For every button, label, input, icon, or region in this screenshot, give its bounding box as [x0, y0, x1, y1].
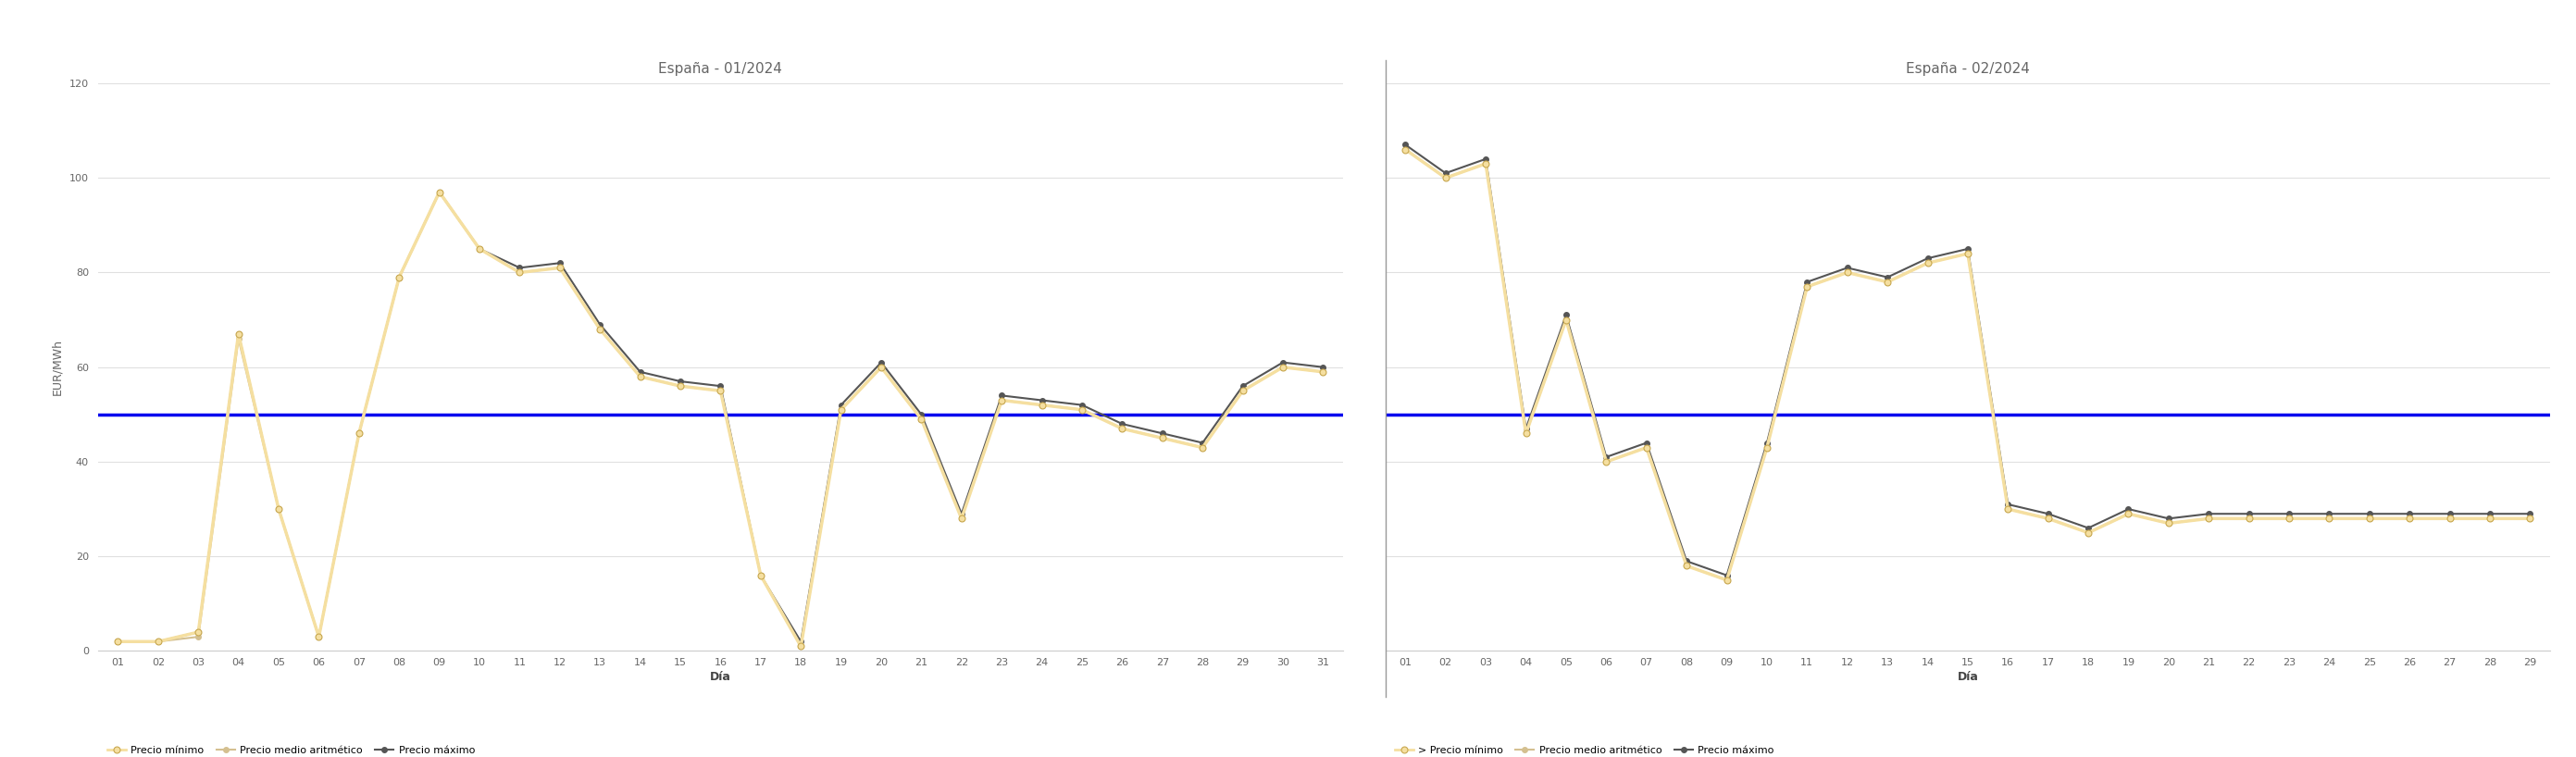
Legend: Precio mínimo, Precio medio aritmético, Precio máximo: Precio mínimo, Precio medio aritmético, … [103, 742, 479, 757]
Legend: > Precio mínimo, Precio medio aritmético, Precio máximo: > Precio mínimo, Precio medio aritmético… [1391, 742, 1777, 757]
Title: España - 02/2024: España - 02/2024 [1906, 62, 2030, 76]
Y-axis label: EUR/MWh: EUR/MWh [52, 339, 62, 395]
X-axis label: Día: Día [711, 671, 732, 684]
Title: España - 01/2024: España - 01/2024 [659, 62, 783, 76]
X-axis label: Día: Día [1958, 671, 1978, 684]
